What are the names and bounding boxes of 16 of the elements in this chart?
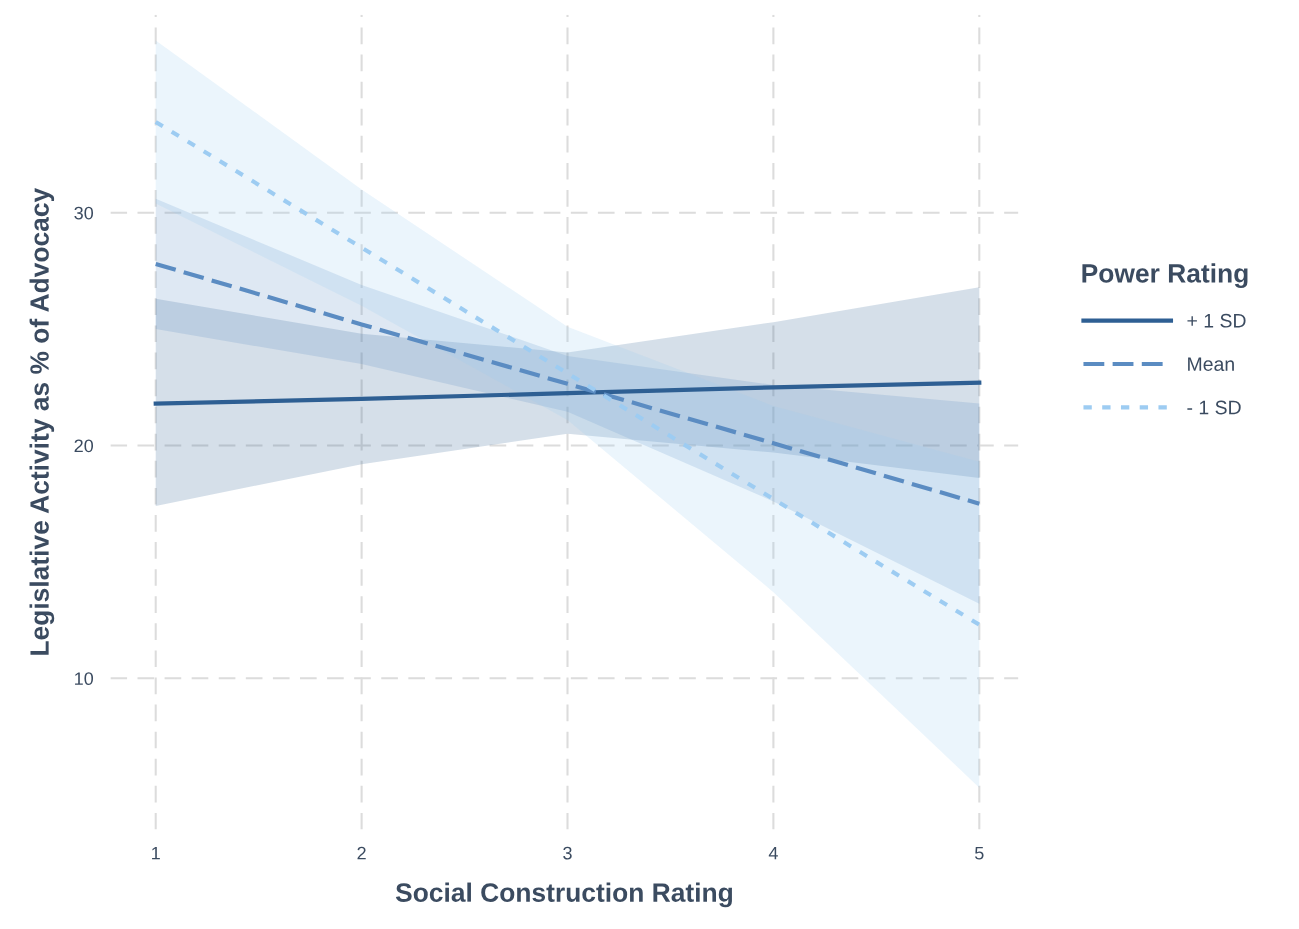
legend-label: + 1 SD bbox=[1187, 313, 1246, 328]
line-series bbox=[153, 119, 982, 627]
legend-label: Mean bbox=[1188, 357, 1234, 371]
x-tick-label: 3 bbox=[563, 846, 572, 860]
x-tick-label: 2 bbox=[357, 846, 366, 860]
legend-title: Power Rating bbox=[1082, 263, 1248, 289]
y-tick-label: 20 bbox=[74, 439, 94, 453]
x-tick-label: 5 bbox=[975, 846, 984, 860]
x-tick-label: 1 bbox=[152, 846, 160, 860]
legend-label: - 1 SD bbox=[1187, 400, 1241, 415]
line-series bbox=[153, 380, 982, 406]
y-tick-label: 30 bbox=[74, 206, 94, 220]
x-tick-label: 4 bbox=[768, 846, 778, 860]
y-tick-label: 10 bbox=[75, 672, 94, 686]
x-axis-title: Social Construction Rating bbox=[395, 882, 732, 908]
y-axis-title: Legislative Activity as % of Advocacy bbox=[29, 187, 55, 655]
